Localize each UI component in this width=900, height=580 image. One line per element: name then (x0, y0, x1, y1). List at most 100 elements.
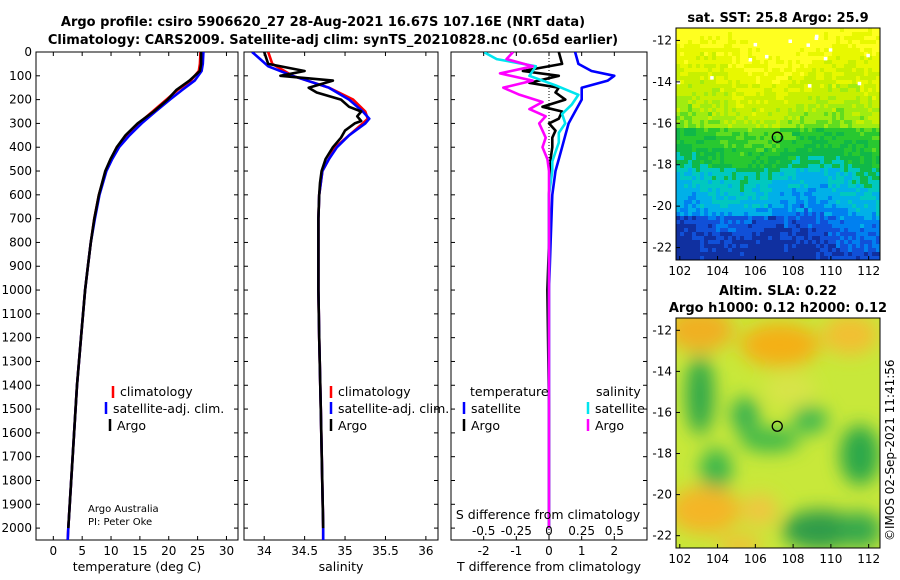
sst-pixel (700, 68, 705, 73)
sst-pixel (756, 92, 761, 97)
sst-pixel (852, 156, 857, 161)
sst-pixel (748, 256, 753, 260)
sst-pixel (696, 52, 701, 57)
sst-pixel (788, 204, 793, 209)
sst-pixel (684, 160, 689, 165)
sst-pixel (724, 32, 729, 37)
sst-pixel (700, 64, 705, 69)
sst-pixel (812, 184, 817, 189)
sst-pixel (688, 240, 693, 245)
sst-pixel (856, 248, 861, 253)
sst-pixel (860, 204, 865, 209)
sst-pixel (728, 208, 733, 213)
sst-pixel (708, 204, 713, 209)
sst-pixel (712, 152, 717, 157)
sst-pixel (828, 68, 833, 73)
sst-pixel (708, 228, 713, 233)
x-tick-label: 15 (132, 544, 147, 558)
sst-pixel (692, 248, 697, 253)
sst-pixel (700, 244, 705, 249)
sst-pixel (680, 200, 685, 205)
sst-nodata-pixel (676, 80, 681, 85)
sst-pixel (872, 216, 877, 221)
sst-pixel (852, 148, 857, 153)
sst-pixel (796, 72, 801, 77)
sst-pixel (792, 180, 797, 185)
sst-pixel (740, 156, 745, 161)
sst-pixel (748, 40, 753, 45)
sst-pixel (776, 148, 781, 153)
sst-pixel (764, 52, 769, 57)
sst-pixel (824, 48, 829, 53)
y-tick-label: 900 (9, 259, 32, 273)
sst-pixel (704, 168, 709, 173)
x-tick-label: 20 (161, 544, 176, 558)
sst-pixel (700, 148, 705, 153)
sst-pixel (740, 244, 745, 249)
sst-pixel (860, 76, 865, 81)
sst-pixel (712, 112, 717, 117)
sst-pixel (804, 172, 809, 177)
sst-pixel (780, 40, 785, 45)
sst-pixel (844, 220, 849, 225)
sst-pixel (776, 240, 781, 245)
sst-pixel (764, 96, 769, 101)
sst-pixel (740, 224, 745, 229)
legend-label-climatology: climatology (338, 384, 411, 399)
sst-pixel (704, 176, 709, 181)
sst-pixel (876, 112, 880, 117)
sst-pixel (692, 144, 697, 149)
sst-pixel (740, 164, 745, 169)
sst-pixel (776, 248, 781, 253)
sst-pixel (788, 80, 793, 85)
sst-pixel (776, 236, 781, 241)
sst-pixel (840, 88, 845, 93)
sst-pixel (820, 204, 825, 209)
sst-pixel (736, 236, 741, 241)
sst-pixel (736, 188, 741, 193)
sst-pixel (768, 224, 773, 229)
sst-pixel (720, 160, 725, 165)
sst-pixel (844, 68, 849, 73)
sst-pixel (692, 108, 697, 113)
sst-pixel (684, 28, 689, 33)
sst-pixel (688, 136, 693, 141)
sst-pixel (852, 256, 857, 260)
sst-pixel (708, 28, 713, 33)
sst-pixel (732, 212, 737, 217)
sst-pixel (860, 44, 865, 49)
sst-pixel (828, 44, 833, 49)
sst-pixel (724, 132, 729, 137)
sst-pixel (840, 200, 845, 205)
sst-pixel (744, 76, 749, 81)
sst-pixel (760, 148, 765, 153)
sst-pixel (856, 224, 861, 229)
sst-pixel (852, 248, 857, 253)
sst-pixel (752, 216, 757, 221)
footer-stamp: ©IMOS 02-Sep-2021 11:41:56 (883, 359, 897, 541)
sst-pixel (816, 184, 821, 189)
sst-pixel (824, 104, 829, 109)
sst-pixel (828, 128, 833, 133)
sst-pixel (856, 88, 861, 93)
sst-pixel (824, 84, 829, 89)
sst-pixel (776, 72, 781, 77)
sst-pixel (832, 80, 837, 85)
sst-pixel (708, 124, 713, 129)
sst-pixel (808, 64, 813, 69)
sst-pixel (756, 164, 761, 169)
sst-pixel (788, 192, 793, 197)
sst-pixel (816, 240, 821, 245)
sst-pixel (684, 56, 689, 61)
sst-pixel (708, 88, 713, 93)
sst-pixel (744, 164, 749, 169)
sst-pixel (808, 132, 813, 137)
sst-pixel (864, 52, 869, 57)
sst-pixel (824, 176, 829, 181)
sst-pixel (788, 176, 793, 181)
sst-pixel (740, 96, 745, 101)
sst-pixel (848, 156, 853, 161)
sst-pixel (848, 88, 853, 93)
sst-pixel (688, 164, 693, 169)
sst-pixel (712, 212, 717, 217)
